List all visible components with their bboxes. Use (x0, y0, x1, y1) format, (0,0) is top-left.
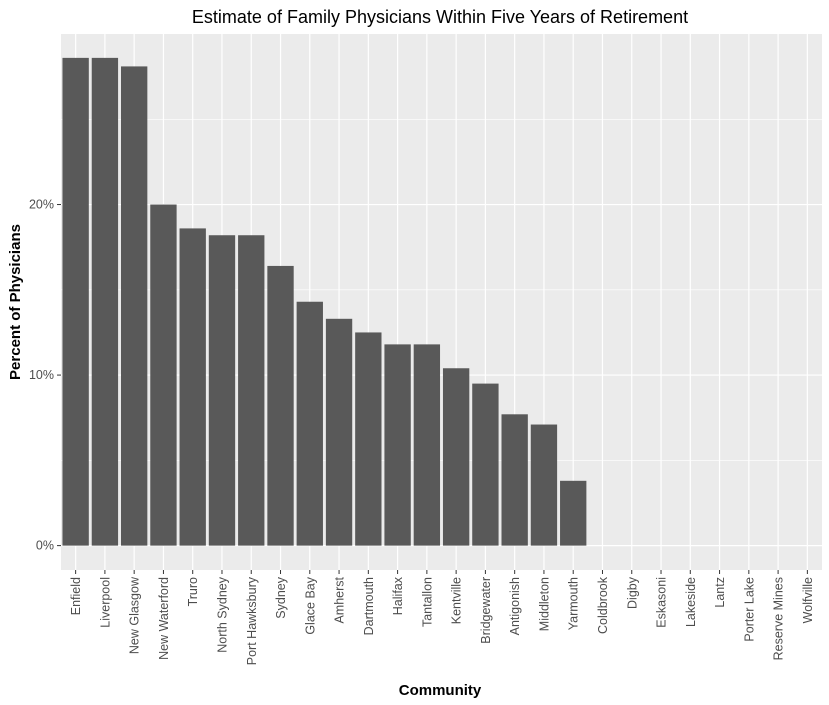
x-tick-label: North Sydney (215, 576, 229, 652)
chart-title: Estimate of Family Physicians Within Fiv… (192, 7, 688, 27)
x-tick-label: Middleton (537, 577, 551, 631)
bar (472, 383, 499, 546)
bar (355, 332, 382, 546)
bar (413, 344, 441, 546)
bar (238, 235, 265, 546)
x-tick-label: Tantallon (420, 577, 434, 627)
x-tick-label: Kentville (450, 577, 464, 624)
bar (296, 301, 323, 546)
bars (62, 57, 587, 546)
y-tick-label: 10% (29, 368, 54, 382)
bar (91, 57, 119, 546)
x-tick-label: Bridgewater (479, 577, 493, 644)
bar (442, 368, 470, 546)
x-tick-label: Glace Bay (303, 576, 317, 634)
x-axis-ticks: Enfield Liverpool New Glasgow New Waterford… (69, 570, 815, 665)
x-tick-label: Eskasoni (655, 577, 669, 628)
bar (560, 480, 587, 546)
x-tick-label: Port Hawksbury (245, 576, 259, 665)
x-tick-label: Truro (186, 577, 200, 606)
bar (384, 344, 411, 546)
x-tick-label: Enfield (69, 577, 83, 615)
x-tick-label: Reserve Mines (772, 577, 786, 660)
bar (501, 414, 528, 546)
bar (325, 318, 353, 546)
x-tick-label: Yarmouth (567, 577, 581, 630)
x-tick-label: Lakeside (684, 577, 698, 627)
x-tick-label: New Waterford (157, 577, 171, 660)
x-tick-label: Amherst (333, 576, 347, 623)
x-tick-label: Coldbrook (596, 576, 610, 634)
x-tick-label: Porter Lake (742, 577, 756, 642)
y-tick-label: 20% (29, 198, 54, 212)
y-tick-label: 0% (36, 539, 54, 553)
bar (530, 424, 558, 546)
x-axis-title: Community (399, 682, 482, 699)
bar (267, 265, 294, 546)
x-tick-label: Liverpool (98, 577, 112, 628)
bar (121, 66, 148, 546)
x-tick-label: Antigonish (508, 577, 522, 635)
x-tick-label: Lantz (713, 577, 727, 608)
y-axis-title: Percent of Physicians (7, 224, 24, 380)
x-tick-label: Dartmouth (362, 577, 376, 635)
x-tick-label: Sydney (274, 576, 288, 618)
bar (62, 57, 89, 546)
bar (150, 204, 177, 546)
x-tick-label: Digby (625, 576, 639, 609)
y-axis-ticks: 0% 10% 20% (29, 198, 61, 553)
bar (208, 235, 236, 546)
x-tick-label: New Glasgow (128, 576, 142, 654)
bar (179, 228, 206, 546)
x-tick-label: Wolfville (801, 577, 815, 623)
x-tick-label: Halifax (391, 576, 405, 615)
